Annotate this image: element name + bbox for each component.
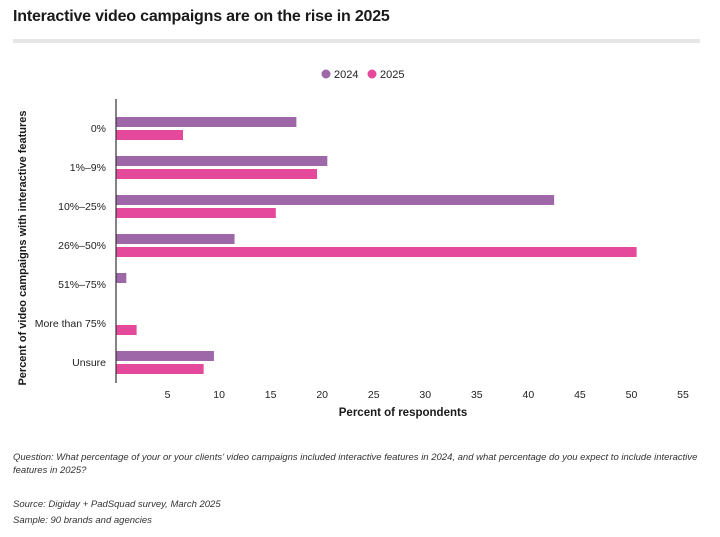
category-label-0: 0% [91, 123, 106, 135]
source-note: Source: Digiday + PadSquad survey, March… [13, 499, 221, 510]
x-tick-5: 5 [165, 389, 171, 401]
category-label-more-than-75: More than 75% [35, 318, 106, 330]
bar-2024-unsure [116, 351, 214, 361]
bar-2024-10-25 [116, 195, 555, 205]
bar-2024-1-9 [116, 156, 328, 166]
bar-2025-unsure [116, 364, 204, 374]
x-tick-55: 55 [677, 389, 689, 401]
category-label-unsure: Unsure [72, 357, 106, 369]
sample-note: Sample: 90 brands and agencies [13, 515, 152, 526]
bar-2024-51-75 [116, 273, 127, 283]
legend-marker-2024 [321, 69, 331, 79]
legend-label-2025: 2025 [380, 69, 404, 81]
bar-2024-26-50 [116, 234, 235, 244]
category-labels: 0% 1%–9% 10%–25% 26%–50% 51%–75% More than 75… [35, 123, 106, 369]
category-label-1-9: 1%–9% [70, 162, 106, 174]
survey-question-note: Question: What percentage of your or you… [13, 452, 698, 476]
bar-2025-10-25 [116, 208, 276, 218]
legend-marker-2025 [367, 69, 377, 79]
x-tick-30: 30 [419, 389, 431, 401]
bar-2025-more-than-75 [116, 325, 137, 335]
x-tick-45: 45 [574, 389, 586, 401]
x-tick-15: 15 [265, 389, 277, 401]
bar-2025-0 [116, 130, 184, 140]
title-divider [13, 39, 700, 43]
category-label-26-50: 26%–50% [58, 240, 106, 252]
x-tick-10: 10 [213, 389, 225, 401]
x-tick-40: 40 [523, 389, 535, 401]
bar-2025-1-9 [116, 169, 318, 179]
x-tick-25: 25 [368, 389, 380, 401]
chart-title: Interactive video campaigns are on the r… [13, 8, 390, 25]
x-tick-20: 20 [316, 389, 328, 401]
category-label-10-25: 10%–25% [58, 201, 106, 213]
legend: 2024 2025 [321, 69, 404, 81]
x-tick-50: 50 [626, 389, 638, 401]
category-label-51-75: 51%–75% [58, 279, 106, 291]
bars-layer [116, 117, 637, 374]
x-tick-labels: 5 10 15 20 25 30 35 40 45 50 55 [165, 389, 689, 401]
x-tick-35: 35 [471, 389, 483, 401]
bar-2025-26-50 [116, 247, 637, 257]
legend-label-2024: 2024 [334, 69, 358, 81]
bar-2024-0 [116, 117, 297, 127]
x-axis-title: Percent of respondents [339, 407, 467, 419]
y-axis-title: Percent of video campaigns with interact… [17, 110, 29, 385]
